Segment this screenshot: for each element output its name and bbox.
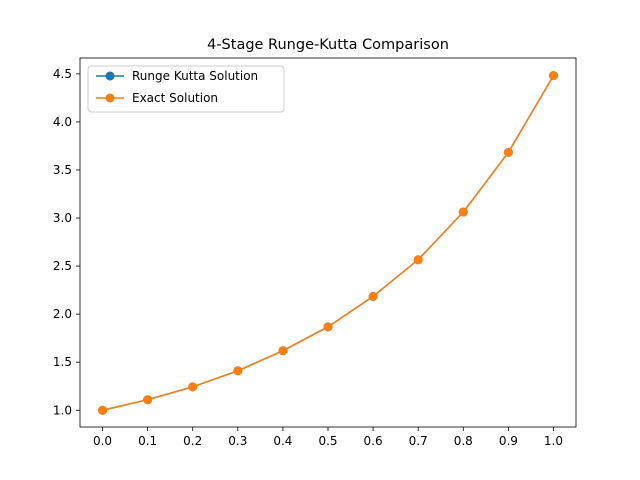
y-tick-label: 2.5 bbox=[53, 259, 72, 273]
y-tick-label: 3.5 bbox=[53, 163, 72, 177]
legend-box bbox=[87, 65, 285, 113]
x-tick-label: 0.9 bbox=[499, 434, 518, 448]
data-point bbox=[458, 207, 468, 217]
y-tick-label: 2.0 bbox=[53, 307, 72, 321]
y-tick-label: 4.0 bbox=[53, 115, 72, 129]
data-point bbox=[188, 382, 198, 392]
x-tick-label: 0.2 bbox=[183, 434, 202, 448]
data-point bbox=[503, 147, 513, 157]
x-tick-label: 0.1 bbox=[138, 434, 157, 448]
x-tick-label: 0.8 bbox=[454, 434, 473, 448]
legend: Runge Kutta Solution Exact Solution bbox=[87, 65, 285, 113]
x-tick-label: 0.5 bbox=[318, 434, 337, 448]
data-point bbox=[368, 291, 378, 301]
y-tick-label: 1.0 bbox=[53, 403, 72, 417]
x-tick-label: 0.6 bbox=[364, 434, 383, 448]
data-point bbox=[323, 322, 333, 332]
x-tick-label: 0.4 bbox=[273, 434, 292, 448]
y-tick-label: 1.5 bbox=[53, 355, 72, 369]
plot-area: 0.0 0.1 0.2 0.3 0.4 0.5 0.6 0.7 0.8 0.9 1.0 1.0 1.5 2… bbox=[53, 57, 577, 448]
x-tick-label: 0.0 bbox=[93, 434, 112, 448]
x-tick-label: 1.0 bbox=[544, 434, 563, 448]
data-point bbox=[278, 346, 288, 356]
data-point bbox=[233, 366, 243, 376]
data-point bbox=[413, 255, 423, 265]
legend-marker-1 bbox=[105, 71, 115, 81]
y-tick-label: 4.5 bbox=[53, 67, 72, 81]
data-point bbox=[98, 405, 108, 415]
y-tick-label: 3.0 bbox=[53, 211, 72, 225]
data-point bbox=[143, 395, 153, 405]
x-tick-label: 0.3 bbox=[228, 434, 247, 448]
legend-marker-2 bbox=[105, 93, 115, 103]
data-point bbox=[548, 71, 558, 81]
chart-title: 4-Stage Runge-Kutta Comparison bbox=[207, 37, 449, 53]
legend-label-2: Exact Solution bbox=[132, 91, 218, 105]
x-tick-label: 0.7 bbox=[409, 434, 428, 448]
legend-label-1: Runge Kutta Solution bbox=[132, 69, 258, 83]
